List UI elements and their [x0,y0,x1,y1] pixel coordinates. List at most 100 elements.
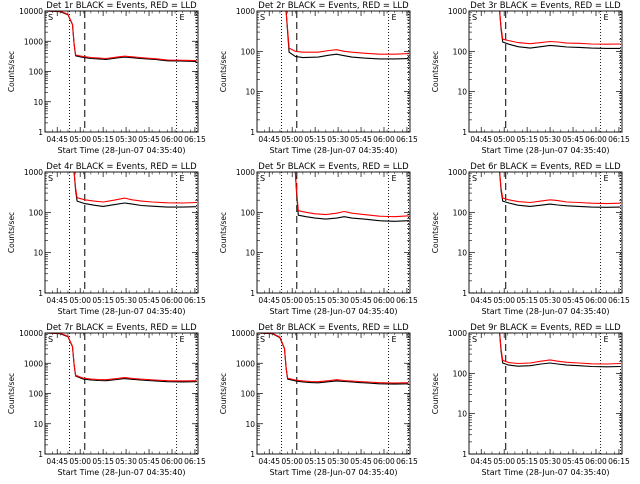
start-marker-label: S [260,13,265,22]
series-line-events [44,332,197,383]
series-line-lld [285,10,409,55]
x-tick-label: 06:00 [585,457,607,466]
series-line-lld [294,171,409,218]
x-axis-label: Start Time (28-Jun-07 04:35:40) [58,307,186,316]
x-tick-label: 05:00 [281,135,303,144]
start-marker-bg [259,174,266,182]
detector-panel-5: Det 5r BLACK = Events, RED = LLD 1 10 100 10… [219,162,418,316]
series-line-events [285,10,409,60]
y-tick-label: 10000 [19,329,43,338]
end-marker-label: E [180,13,185,22]
x-tick-label: 05:45 [562,457,584,466]
x-tick-label: 05:45 [350,135,372,144]
x-tick-label: 06:15 [396,296,418,305]
x-axis-label: Start Time (28-Jun-07 04:35:40) [270,307,398,316]
y-tick-label: 10 [33,98,43,107]
detector-panel-7: Det 7r BLACK = Events, RED = LLD 1 10 100 10… [7,323,206,477]
y-tick-label: 100 [241,208,256,217]
x-tick-label: 06:15 [184,457,206,466]
start-marker-label: S [472,174,477,183]
x-tick-label: 06:00 [373,135,395,144]
x-tick-label: 05:30 [115,135,137,144]
y-tick-label: 10 [457,88,467,97]
detector-panel-1: Det 1r BLACK = Events, RED = LLD 1 10 100 10… [7,1,206,155]
x-tick-label: 05:30 [539,296,561,305]
detector-panel-3: Det 3r BLACK = Events, RED = LLD 1 10 100 10… [431,1,630,155]
y-tick-label: 1000 [24,37,43,46]
end-marker-bg [178,13,186,21]
x-tick-label: 05:45 [138,457,160,466]
x-tick-label: 05:00 [493,135,515,144]
x-tick-label: 04:45 [46,296,68,305]
x-tick-label: 05:00 [493,457,515,466]
x-tick-label: 04:45 [258,457,280,466]
end-marker-label: E [392,174,397,183]
series-line-lld [256,332,409,384]
x-tick-label: 05:15 [92,457,114,466]
x-tick-label: 05:15 [304,457,326,466]
x-tick-label: 05:45 [562,296,584,305]
series-line-events [499,171,621,208]
series-line-lld [499,171,621,205]
y-tick-label: 10 [33,249,43,258]
x-tick-label: 05:00 [281,296,303,305]
y-axis-label: Counts/sec [7,373,16,414]
y-tick-label: 100 [29,68,44,77]
y-tick-label: 100 [29,390,44,399]
y-tick-label: 1 [250,128,255,137]
panel-title: Det 5r BLACK = Events, RED = LLD [258,162,409,172]
start-marker-label: S [260,335,265,344]
plot-frame [468,332,623,455]
x-tick-label: 05:45 [138,296,160,305]
start-marker-bg [47,13,54,21]
detector-panel-8: Det 8r BLACK = Events, RED = LLD 1 10 100 10… [219,323,418,477]
x-tick-label: 05:15 [304,296,326,305]
y-tick-label: 1 [250,289,255,298]
y-axis-label: Counts/sec [219,373,228,414]
end-marker-label: E [604,335,609,344]
plot-frame [44,10,199,133]
x-tick-label: 06:15 [608,135,630,144]
series-line-lld [499,10,621,45]
detector-panel-4: Det 4r BLACK = Events, RED = LLD 1 10 100 10… [7,162,206,316]
x-tick-label: 04:45 [46,457,68,466]
x-tick-label: 05:30 [539,135,561,144]
y-tick-label: 1 [462,450,467,459]
y-tick-label: 1000 [236,359,255,368]
x-tick-label: 05:30 [115,457,137,466]
start-marker-bg [471,335,478,343]
end-marker-bg [390,13,398,21]
end-marker-label: E [180,335,185,344]
y-tick-label: 100 [29,208,44,217]
y-tick-label: 1 [462,128,467,137]
plot-frame [44,332,199,455]
x-axis-label: Start Time (28-Jun-07 04:35:40) [270,468,398,477]
x-tick-label: 05:00 [69,135,91,144]
y-tick-label: 1000 [236,7,255,16]
x-tick-label: 04:45 [470,135,492,144]
x-tick-label: 06:00 [161,135,183,144]
series-line-events [256,332,409,385]
x-tick-label: 05:15 [92,135,114,144]
series-line-events [294,171,409,222]
x-axis-label: Start Time (28-Jun-07 04:35:40) [58,146,186,155]
x-tick-label: 06:00 [373,457,395,466]
x-tick-label: 05:00 [493,296,515,305]
y-axis-label: Counts/sec [431,212,440,253]
x-tick-label: 05:00 [69,296,91,305]
panel-title: Det 6r BLACK = Events, RED = LLD [470,162,621,172]
x-tick-label: 05:45 [138,135,160,144]
x-tick-label: 05:30 [539,457,561,466]
y-tick-label: 10 [245,249,255,258]
x-tick-label: 05:00 [69,457,91,466]
end-marker-label: E [392,13,397,22]
x-tick-label: 06:00 [373,296,395,305]
x-tick-label: 05:15 [516,296,538,305]
end-marker-bg [390,174,398,182]
end-marker-bg [602,335,610,343]
x-axis-label: Start Time (28-Jun-07 04:35:40) [482,146,610,155]
panel-title: Det 1r BLACK = Events, RED = LLD [46,1,197,11]
series-line-lld [73,171,197,204]
